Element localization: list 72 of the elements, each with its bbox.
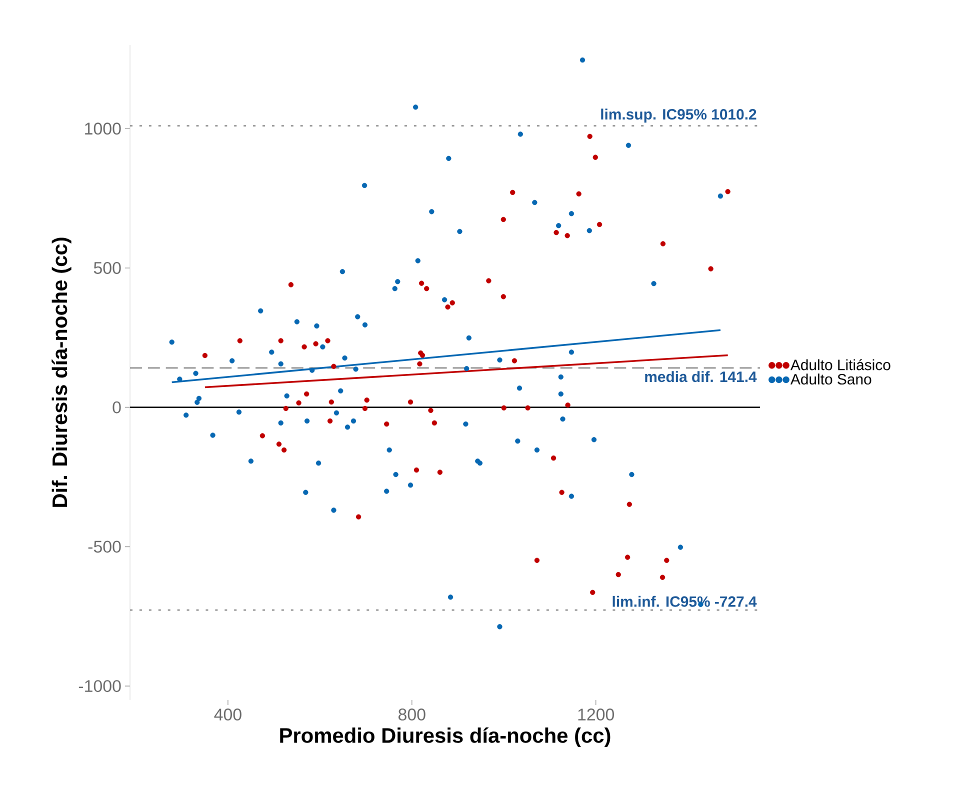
point xyxy=(587,134,592,140)
point xyxy=(725,189,730,194)
point xyxy=(331,364,336,369)
point xyxy=(565,402,570,408)
point xyxy=(432,420,438,426)
point xyxy=(596,222,602,228)
legend-label: Adulto Sano xyxy=(790,374,872,385)
point xyxy=(260,433,266,438)
point xyxy=(559,490,564,495)
point xyxy=(288,282,294,288)
point xyxy=(450,300,455,306)
point xyxy=(424,286,430,292)
point xyxy=(500,216,506,222)
point xyxy=(202,352,208,358)
y-tick-label: 500 xyxy=(94,262,121,274)
point xyxy=(525,405,530,410)
point xyxy=(304,391,310,397)
point xyxy=(418,280,424,286)
point xyxy=(420,352,426,358)
point xyxy=(500,294,506,300)
point xyxy=(554,230,559,236)
legend-label: Adulto Litiásico xyxy=(790,359,890,370)
y-tick-label: 0 xyxy=(112,401,121,414)
point xyxy=(616,572,621,578)
point xyxy=(283,406,288,412)
point xyxy=(313,341,318,346)
point xyxy=(576,191,582,196)
point xyxy=(296,400,302,406)
point xyxy=(417,361,422,366)
point xyxy=(550,455,556,461)
point xyxy=(428,408,434,413)
point xyxy=(437,470,443,475)
point xyxy=(664,558,670,563)
point xyxy=(512,358,518,364)
point xyxy=(414,467,420,473)
y-tick-label: -1000 xyxy=(78,680,121,692)
point xyxy=(281,447,287,453)
point xyxy=(592,154,598,160)
point xyxy=(660,574,666,580)
x-tick-label: 400 xyxy=(214,708,242,721)
point xyxy=(501,405,506,410)
point xyxy=(564,233,570,238)
point xyxy=(328,399,334,405)
point xyxy=(276,442,282,447)
point xyxy=(237,338,242,344)
ref-line-label: lim.sup. IC95% 1010.2 xyxy=(601,108,756,123)
point xyxy=(660,241,666,246)
point xyxy=(445,304,450,310)
ref-line-label: lim.inf. IC95% -727.4 xyxy=(612,596,757,607)
x-tick-label: 1200 xyxy=(578,708,614,721)
ref-line-label: media dif. 141.4 xyxy=(645,371,757,382)
point xyxy=(624,554,630,560)
point xyxy=(362,406,368,412)
y-tick-label: -500 xyxy=(88,540,121,553)
point xyxy=(364,398,370,403)
point xyxy=(486,278,492,284)
point xyxy=(708,266,714,272)
point xyxy=(534,558,540,563)
point xyxy=(356,514,362,520)
point xyxy=(626,502,632,507)
point xyxy=(302,344,307,350)
x-tick-label: 800 xyxy=(398,708,426,721)
point xyxy=(327,418,333,424)
point xyxy=(408,399,414,405)
y-tick-label: 1000 xyxy=(85,122,121,135)
point xyxy=(590,590,596,595)
point xyxy=(510,190,516,196)
point xyxy=(325,338,330,344)
point xyxy=(384,421,390,427)
point xyxy=(278,338,284,344)
y-axis-title: Dif. Diuresis día-noche (cc) xyxy=(52,238,72,507)
x-axis-title: Promedio Diuresis día-noche (cc) xyxy=(280,727,610,748)
